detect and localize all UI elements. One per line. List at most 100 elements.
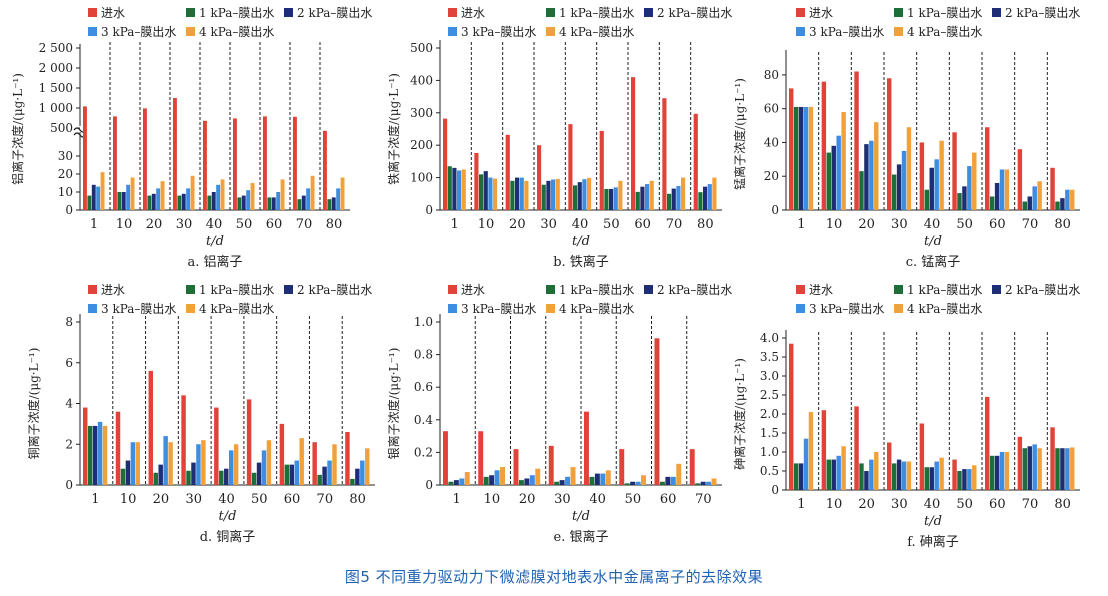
bar-1 xyxy=(263,116,267,210)
bar-3 xyxy=(271,197,276,210)
bar-5 xyxy=(365,448,370,485)
legend-label: 4 kPa–膜出水 xyxy=(907,302,982,316)
bar-4 xyxy=(216,184,221,210)
y-tick-label: 400 xyxy=(410,73,433,87)
y-tick-label: 1 000 xyxy=(39,101,73,115)
bar-3 xyxy=(151,193,156,210)
bar-1 xyxy=(789,88,794,210)
bar-2 xyxy=(186,470,191,485)
bar-2 xyxy=(826,152,832,210)
y-axis-label: 铜离子浓度/(μg·L⁻¹) xyxy=(26,348,41,460)
y-tick-label: 1.0 xyxy=(414,315,433,329)
bar-3 xyxy=(241,195,246,210)
legend-swatch xyxy=(796,285,805,294)
bar-4 xyxy=(635,481,641,485)
x-tick-label: 20 xyxy=(509,217,526,232)
bar-2 xyxy=(957,471,962,490)
x-tick-label: 1 xyxy=(797,217,805,232)
bar-4 xyxy=(551,179,556,210)
chart-panel-5: 进水 1 kPa–膜出水 2 kPa–膜出水 3 kPa–膜出水 4 kPa–膜出水 0 0… xyxy=(386,283,732,545)
x-tick-label: 60 xyxy=(284,492,301,507)
bar-2 xyxy=(153,472,158,485)
y-tick-label: 0 xyxy=(425,478,433,492)
legend-swatch xyxy=(796,304,805,313)
x-axis-label: t/d xyxy=(924,234,942,249)
x-axis-label: t/d xyxy=(206,234,224,249)
legend-swatch xyxy=(448,285,457,294)
legend-label: 1 kPa–膜出水 xyxy=(559,283,634,297)
bar-4 xyxy=(869,140,874,210)
bar-1 xyxy=(568,124,573,210)
bar-5 xyxy=(939,140,944,210)
bar-1 xyxy=(599,130,604,210)
bar-5 xyxy=(201,440,206,485)
bar-2 xyxy=(448,481,454,485)
y-tick-label: 1 500 xyxy=(39,81,73,95)
bar-1 xyxy=(887,78,892,211)
legend-swatch xyxy=(992,285,1001,294)
bar-5 xyxy=(250,183,255,210)
legend-label: 2 kPa–膜出水 xyxy=(1005,6,1080,20)
bar-5 xyxy=(649,180,654,210)
y-tick-label: 3.0 xyxy=(760,369,779,383)
bar-4 xyxy=(97,421,103,485)
x-tick-label: 50 xyxy=(251,492,268,507)
legend-label: 1 kPa–膜出水 xyxy=(199,283,274,297)
bar-3 xyxy=(896,164,902,210)
bar-1 xyxy=(919,142,925,210)
legend-swatch xyxy=(894,8,903,17)
legend-swatch xyxy=(546,285,555,294)
bar-1 xyxy=(312,442,317,485)
legend-label: 3 kPa–膜出水 xyxy=(809,25,884,39)
bar-2 xyxy=(120,468,126,485)
bar-3 xyxy=(224,468,229,485)
bar-1 xyxy=(1050,427,1055,490)
bar-5 xyxy=(841,446,846,490)
y-tick-label: 0.6 xyxy=(414,380,433,394)
bar-5 xyxy=(190,175,195,210)
bar-5 xyxy=(535,468,541,485)
bar-4 xyxy=(529,475,535,485)
chart-subtitle: b. 铁离子 xyxy=(553,254,609,270)
bar-1 xyxy=(821,410,827,490)
legend-swatch xyxy=(448,304,457,313)
bar-5 xyxy=(299,438,304,485)
bar-1 xyxy=(323,130,327,210)
y-tick-label: 500 xyxy=(50,121,73,135)
bar-4 xyxy=(196,444,201,485)
figure-caption: 图5 不同重力驱动力下微滤膜对地表水中金属离子的去除效果 xyxy=(344,568,764,586)
x-tick-label: 60 xyxy=(266,217,283,232)
bar-5 xyxy=(266,440,272,485)
chart-panel-2: 进水 1 kPa–膜出水 2 kPa–膜出水 3 kPa–膜出水 4 kPa–膜出水 0 1… xyxy=(386,6,732,270)
bar-2 xyxy=(924,189,930,210)
bar-4 xyxy=(901,461,907,490)
bar-5 xyxy=(1004,169,1010,210)
bar-2 xyxy=(327,199,332,210)
bar-5 xyxy=(972,465,977,490)
legend-swatch xyxy=(88,27,97,36)
x-tick-label: 80 xyxy=(326,217,343,232)
bar-4 xyxy=(670,476,676,485)
y-tick-label: 200 xyxy=(410,138,433,152)
bar-2 xyxy=(541,184,546,210)
legend-swatch xyxy=(186,27,195,36)
bar-1 xyxy=(854,71,859,210)
y-tick-label: 4.0 xyxy=(760,331,779,345)
bar-1 xyxy=(115,411,121,485)
bar-5 xyxy=(1037,448,1042,490)
bar-4 xyxy=(261,450,267,485)
x-tick-label: 60 xyxy=(634,217,651,232)
bar-5 xyxy=(160,181,165,210)
x-tick-label: 60 xyxy=(989,217,1006,232)
x-tick-label: 20 xyxy=(519,492,536,507)
legend-swatch xyxy=(546,8,555,17)
legend-swatch xyxy=(186,285,195,294)
bar-4 xyxy=(1065,448,1070,490)
bar-5 xyxy=(1037,181,1042,210)
charts-canvas: 进水 1 kPa–膜出水 2 kPa–膜出水 3 kPa–膜出水 4 kPa–膜出水 2 … xyxy=(10,6,1080,550)
bar-5 xyxy=(1070,189,1075,210)
y-tick-label: 6 xyxy=(65,356,73,370)
y-tick-label: 20 xyxy=(58,167,73,181)
bar-4 xyxy=(336,188,341,210)
